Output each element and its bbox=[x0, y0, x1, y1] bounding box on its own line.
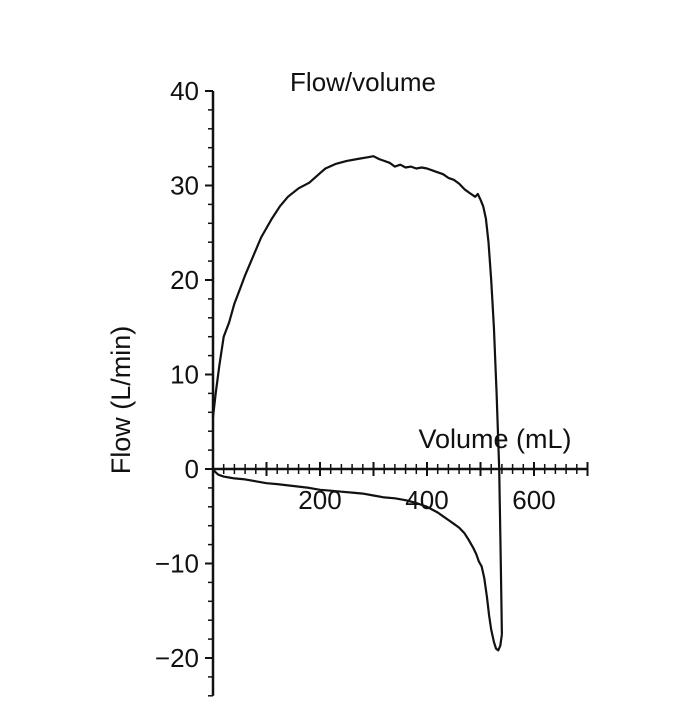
y-tick-label: −10 bbox=[155, 549, 199, 579]
x-tick-label: 400 bbox=[405, 485, 448, 515]
x-axis-label: Volume (mL) bbox=[418, 424, 571, 454]
y-tick-label: −20 bbox=[155, 643, 199, 673]
x-tick-label: 600 bbox=[512, 485, 555, 515]
y-tick-label: 0 bbox=[185, 454, 199, 484]
y-tick-label: 10 bbox=[170, 360, 199, 390]
y-tick-label: 40 bbox=[170, 76, 199, 106]
chart-title: Flow/volume bbox=[290, 67, 436, 97]
series-line-inspiration bbox=[211, 155, 503, 635]
axis-ticks bbox=[205, 90, 589, 697]
series-line-expiration bbox=[212, 468, 503, 652]
y-tick-label: 20 bbox=[170, 265, 199, 295]
y-axis-label: Flow (L/min) bbox=[106, 326, 136, 475]
y-tick-label: 30 bbox=[170, 171, 199, 201]
series-layer bbox=[211, 155, 503, 652]
